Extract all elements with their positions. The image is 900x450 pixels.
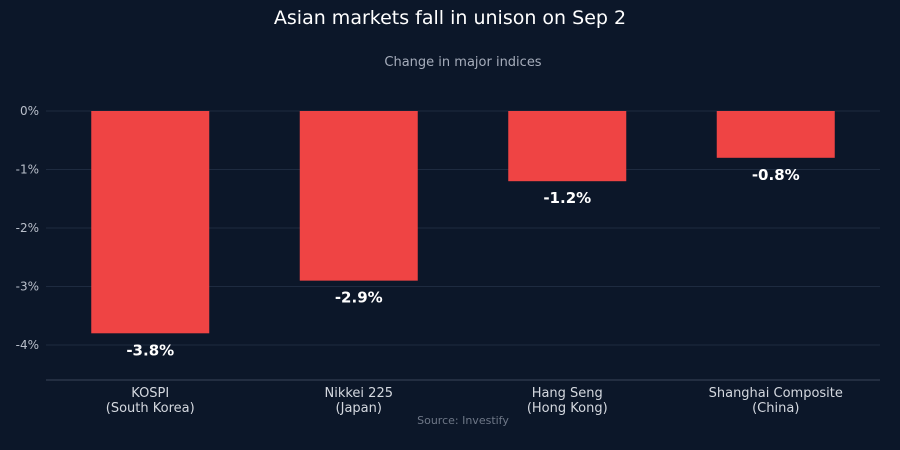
bar <box>91 111 210 334</box>
x-category-label: Nikkei 225 <box>325 386 394 401</box>
y-tick-label: 0% <box>20 104 39 118</box>
y-tick-label: -2% <box>16 221 39 235</box>
value-labels: -3.8% -2.9% -1.2% -0.8% <box>126 166 799 359</box>
bar-value-label: -2.9% <box>335 289 383 307</box>
bar-value-label: -1.2% <box>543 189 591 207</box>
x-category-label: (Hong Kong) <box>527 401 608 416</box>
x-category-label: Shanghai Composite <box>709 386 843 401</box>
bar-value-label: -3.8% <box>126 341 174 359</box>
bar <box>716 111 835 158</box>
x-category-label: Hang Seng <box>532 386 603 401</box>
x-axis-categories: KOSPI(South Korea) Nikkei 225(Japan) Hang … <box>106 386 843 416</box>
source-note: Source: Investify <box>417 414 509 427</box>
bar-value-label: -0.8% <box>752 166 800 184</box>
y-tick-label: -3% <box>16 280 39 294</box>
y-axis-ticks: 0% -1% -2% -3% -4% <box>16 104 39 352</box>
x-category-label: (Japan) <box>336 401 382 416</box>
x-category-label: (China) <box>752 401 799 416</box>
chart-subtitle: Change in major indices <box>384 55 541 70</box>
bar <box>508 111 627 182</box>
bar <box>299 111 418 281</box>
bars <box>91 111 835 334</box>
chart-title: Asian markets fall in unison on Sep 2 <box>274 7 626 29</box>
y-tick-label: -1% <box>16 163 39 177</box>
x-category-label: (South Korea) <box>106 401 195 416</box>
x-category-label: KOSPI <box>131 386 169 401</box>
y-tick-label: -4% <box>16 338 39 352</box>
